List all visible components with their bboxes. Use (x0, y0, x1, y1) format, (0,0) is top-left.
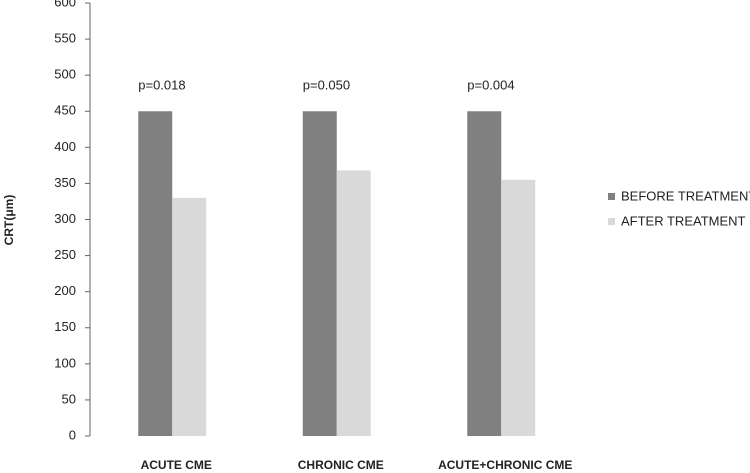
y-tick-label: 50 (62, 391, 76, 406)
y-tick-label: 250 (54, 247, 76, 262)
legend-swatch (608, 218, 615, 225)
x-tick-label: CHRONIC CME (298, 458, 384, 472)
y-tick-label: 600 (54, 0, 76, 9)
legend-label: BEFORE TREATMENT (621, 188, 750, 203)
legend-swatch (608, 193, 615, 200)
y-tick-label: 550 (54, 31, 76, 46)
bar (138, 111, 173, 436)
y-tick-label: 300 (54, 211, 76, 226)
y-tick-label: 200 (54, 283, 76, 298)
y-tick-label: 0 (69, 427, 76, 442)
y-tick-label: 350 (54, 175, 76, 190)
annotation: p=0.018 (138, 77, 185, 92)
bar (302, 111, 337, 436)
bar (172, 197, 207, 436)
x-tick-label: ACUTE+CHRONIC CME (438, 458, 572, 472)
y-axis-label: CRT(μm) (2, 195, 16, 246)
legend-label: AFTER TREATMENT (621, 213, 746, 228)
y-tick-label: 500 (54, 67, 76, 82)
y-tick-label: 400 (54, 139, 76, 154)
bar (336, 170, 371, 436)
y-tick-label: 450 (54, 103, 76, 118)
bar (467, 111, 502, 436)
y-tick-label: 100 (54, 355, 76, 370)
y-tick-label: 150 (54, 319, 76, 334)
annotation: p=0.004 (467, 77, 514, 92)
annotation: p=0.050 (303, 77, 350, 92)
bar (501, 179, 536, 436)
x-tick-label: ACUTE CME (141, 458, 212, 472)
